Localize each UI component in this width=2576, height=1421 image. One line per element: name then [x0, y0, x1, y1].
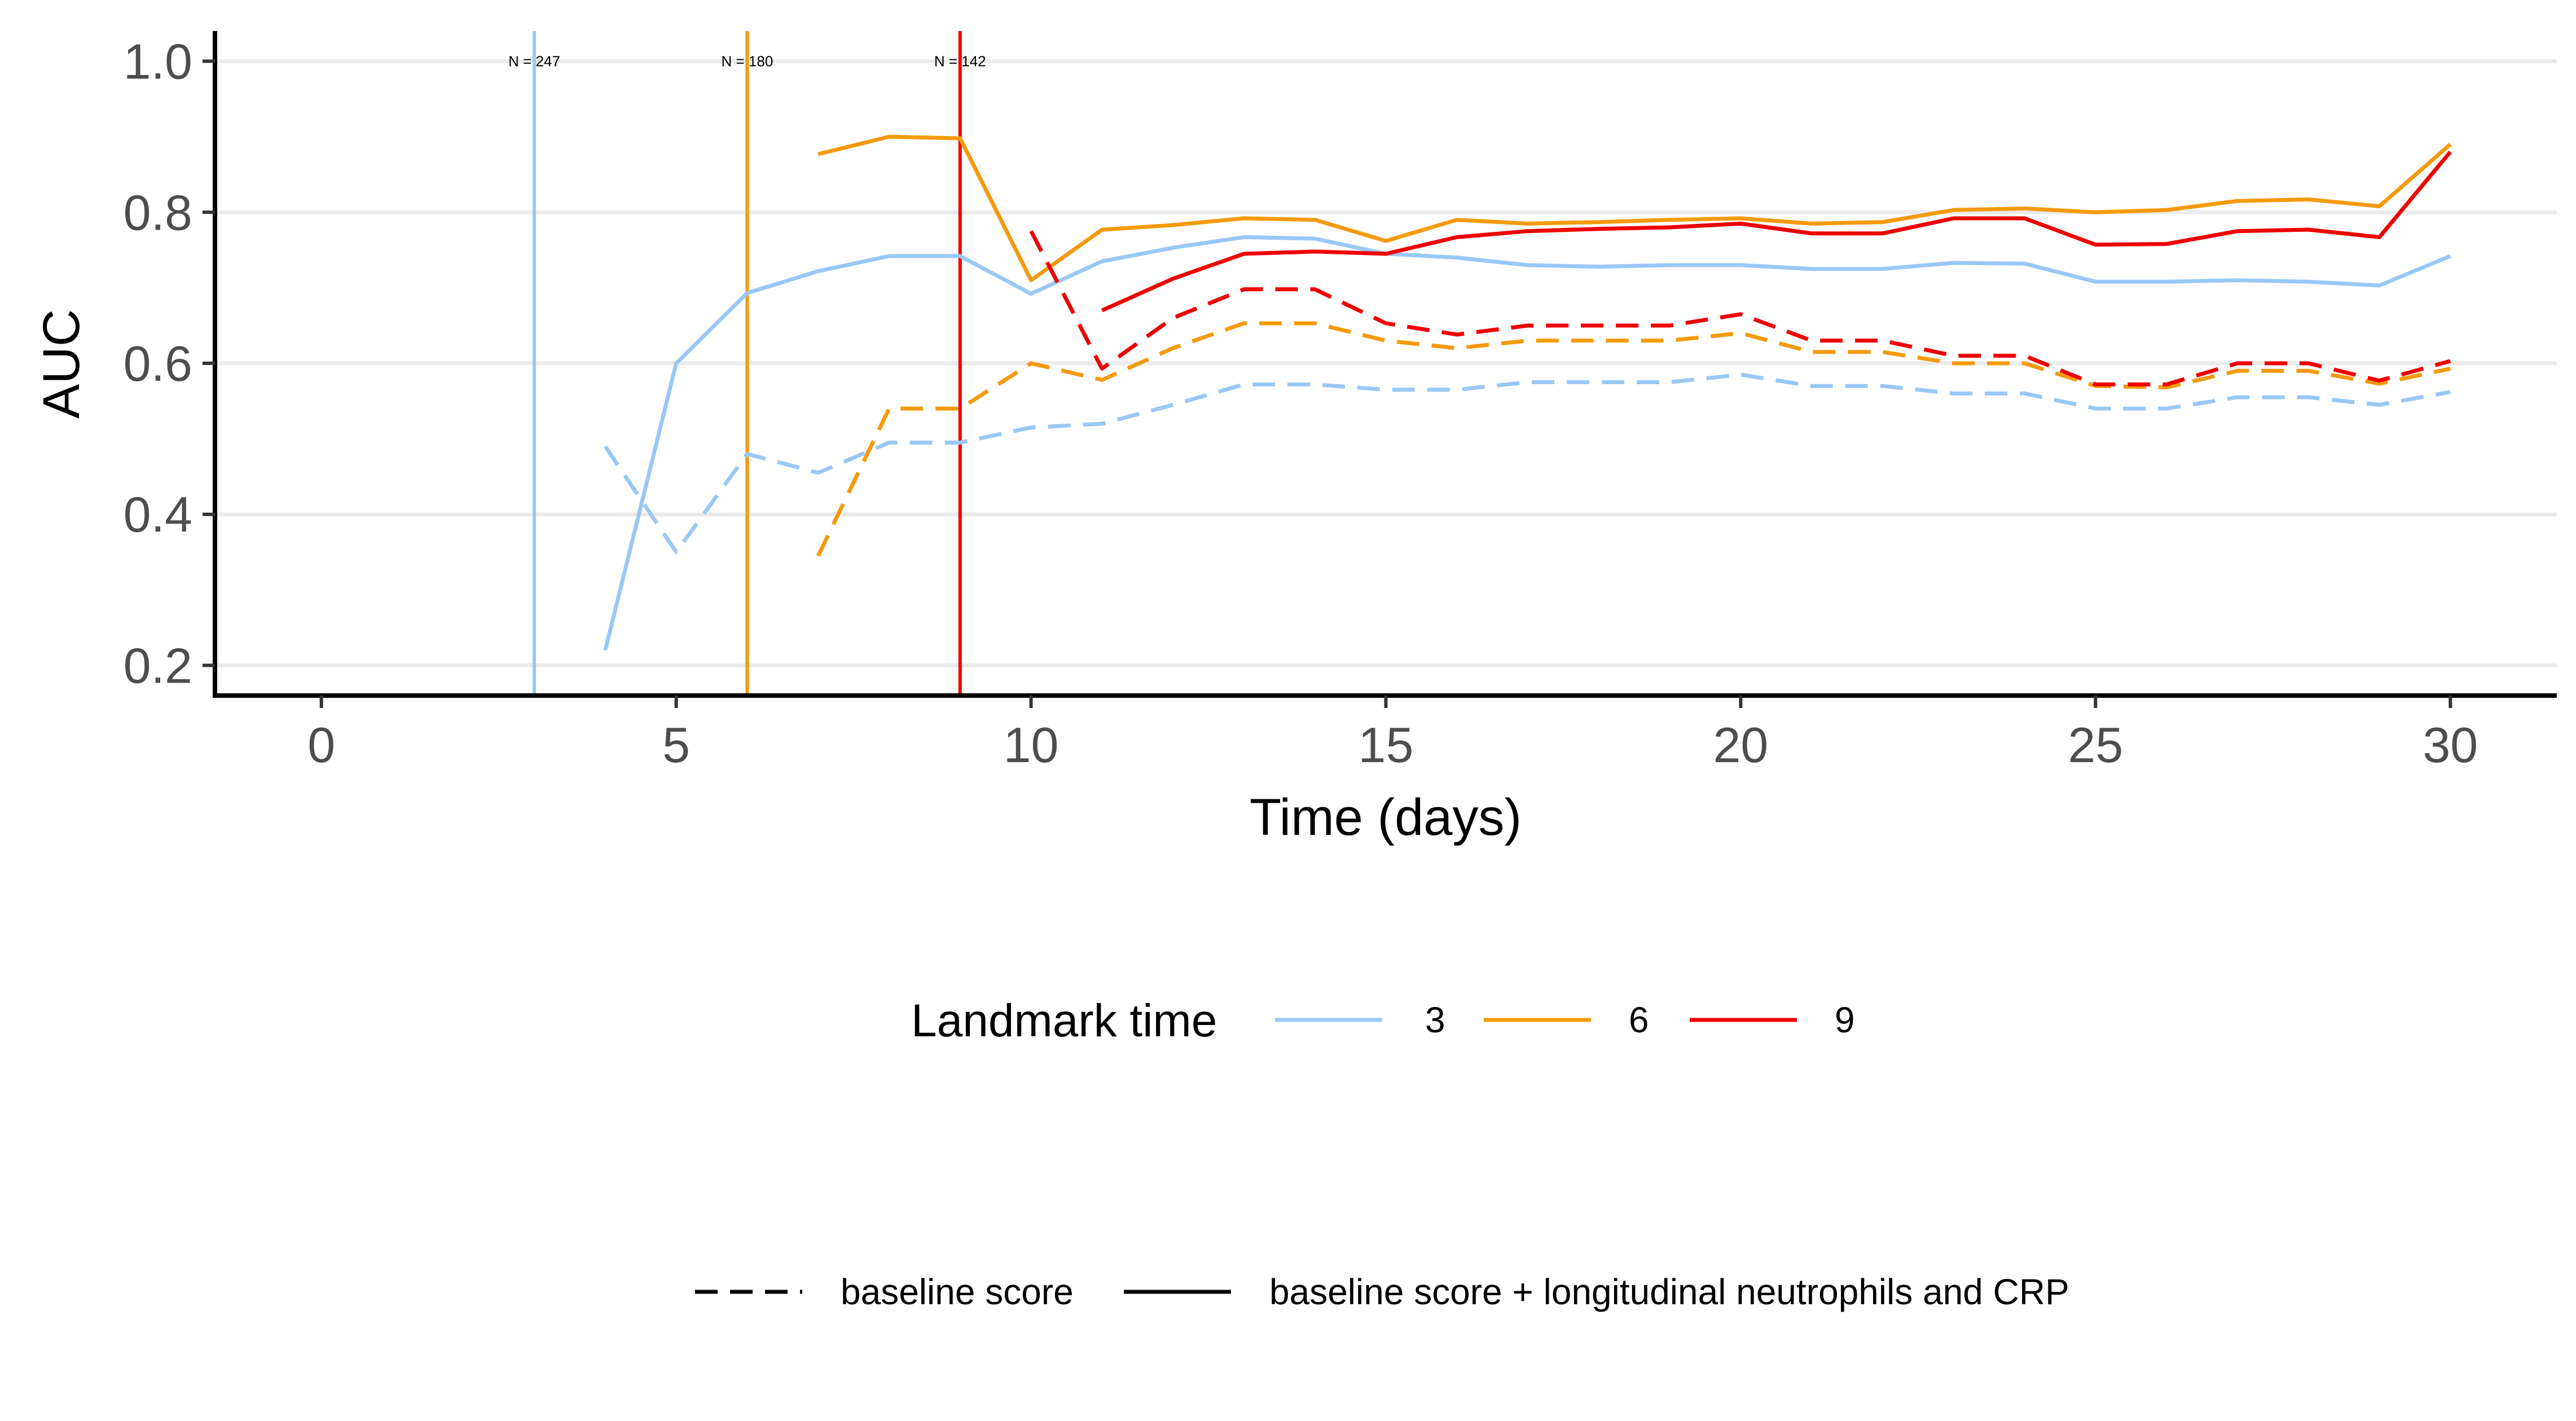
series-line-9-baseline — [1029, 230, 2451, 386]
series-line-9-longitudinal — [1101, 150, 2452, 313]
x-tick-label: 15 — [1359, 717, 1414, 773]
legend-label-9: 9 — [1835, 1000, 1855, 1040]
x-tick-label: 30 — [2423, 717, 2478, 773]
landmark-annotation: N = 180 — [722, 53, 773, 70]
legend-title: Landmark time — [911, 995, 1217, 1046]
series-line-3-longitudinal — [603, 235, 2451, 651]
x-tick-label: 25 — [2068, 717, 2123, 773]
series-line-6-baseline — [816, 321, 2451, 557]
y-tick-label: 1.0 — [124, 34, 192, 90]
y-axis-title: AUC — [33, 309, 90, 419]
x-tick-label: 5 — [662, 717, 690, 773]
x-tick-label: 10 — [1004, 717, 1059, 773]
legend-label-6: 6 — [1629, 1000, 1649, 1040]
gridlines — [215, 59, 2557, 667]
series-lines — [603, 134, 2452, 651]
color-legend: Landmark time 3 6 9 — [911, 995, 1855, 1046]
series-line-6-longitudinal — [817, 134, 2452, 283]
y-tick-label: 0.4 — [124, 487, 192, 543]
legend-label-solid: baseline score + longitudinal neutrophil… — [1269, 1272, 2069, 1312]
axis-ticks: 0.2 0.4 0.6 0.8 1.0 0 5 10 15 20 25 30 — [124, 34, 2478, 773]
linetype-legend: baseline score baseline score + longitud… — [695, 1272, 2069, 1312]
legend-label-3: 3 — [1425, 1000, 1445, 1040]
legend-label-dashed: baseline score — [841, 1272, 1074, 1312]
y-tick-label: 0.6 — [124, 336, 192, 391]
y-tick-label: 0.8 — [124, 184, 192, 240]
x-tick-label: 0 — [307, 717, 335, 773]
landmark-annotation: N = 247 — [508, 53, 560, 70]
x-tick-label: 20 — [1713, 717, 1768, 773]
x-axis-title: Time (days) — [1250, 789, 1522, 846]
series-line-3-baseline — [603, 372, 2451, 555]
y-tick-label: 0.2 — [124, 637, 192, 693]
landmark-annotation: N = 142 — [934, 53, 986, 70]
